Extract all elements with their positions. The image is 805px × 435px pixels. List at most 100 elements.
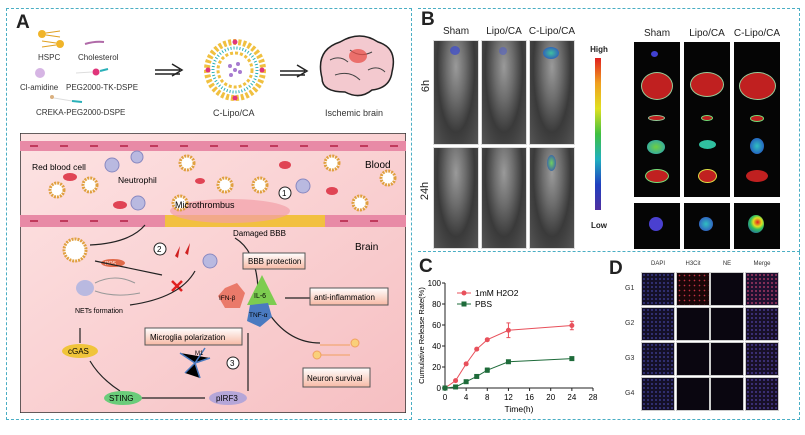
fluorescence-image: [745, 377, 779, 411]
brain-icon: [319, 35, 395, 97]
y-axis-label: Cumulative Release Rate(%): [417, 287, 426, 384]
x-tick-label: 0: [443, 393, 448, 402]
x-tick-label: 20: [546, 393, 555, 402]
column-header: C-Lipo/CA: [528, 26, 576, 37]
ex-vivo-brain: [684, 203, 730, 249]
inhibition-cross-icon: [171, 280, 183, 292]
component-label: Cl-amidine: [20, 83, 59, 92]
x-tick-label: 4: [464, 393, 469, 402]
ex-vivo-organs: [734, 42, 780, 197]
panel-d-label: D: [609, 258, 623, 279]
group-label: G1: [625, 285, 635, 292]
y-tick-label: 0: [437, 384, 442, 393]
cl-amidine-icon: [35, 68, 45, 78]
data-point: [505, 327, 511, 333]
fluorescence-image: [676, 377, 710, 411]
mouse-image: [481, 40, 527, 145]
cgas-node: [62, 344, 98, 358]
data-point: [474, 373, 480, 379]
group-label: G4: [625, 390, 635, 397]
outcome-boxes: [144, 252, 389, 388]
neutrophil-label: Neutrophil: [118, 175, 157, 185]
y-tick-label: 80: [432, 300, 441, 309]
damaged-bbb-label: Damaged BBB: [233, 229, 286, 238]
x-tick-label: 28: [589, 393, 598, 402]
microglia-icon: [179, 347, 211, 379]
svg-text:IFN-β: IFN-β: [219, 295, 236, 302]
colorbar-low-label: Low: [591, 221, 607, 230]
fluorescence-image: [676, 342, 710, 376]
y-tick-label: 60: [432, 321, 441, 330]
colorbar: [595, 58, 601, 210]
svg-text:M1: M1: [195, 351, 204, 357]
fluorescence-image: [676, 272, 710, 306]
data-point: [484, 367, 490, 373]
data-point: [484, 337, 490, 343]
legend-marker: [461, 290, 467, 296]
column-header: Sham: [442, 26, 470, 37]
panel-a-frame: [6, 8, 412, 420]
bbb-protection-label: BBB protection: [248, 257, 301, 266]
component-label: Cholesterol: [78, 53, 119, 62]
panel-c-label: C: [419, 256, 433, 277]
formulation-schematic: [35, 30, 395, 103]
anti-inflammation-label: anti-inflammation: [314, 293, 375, 302]
mechanism-diagram: Microthrombus Red blood cell Neutrophil …: [20, 133, 406, 413]
mouse-image: [529, 40, 575, 145]
data-point: [505, 359, 511, 365]
data-point: [474, 346, 480, 352]
ex-vivo-brain: [634, 203, 680, 249]
data-point: [569, 323, 575, 329]
red-blood-cell-label: Red blood cell: [32, 162, 86, 172]
group-label: G2: [625, 320, 635, 327]
legend-label: PBS: [475, 299, 492, 309]
fluorescence-image: [641, 377, 675, 411]
mouse-image: [433, 40, 479, 145]
row-label: 6h: [420, 79, 433, 93]
neuron-survival-box: [302, 367, 371, 388]
fluorescence-image: [710, 377, 744, 411]
column-header: Lipo/CA: [689, 28, 725, 39]
target-label: Ischemic brain: [325, 108, 384, 118]
y-tick-label: 20: [432, 363, 441, 372]
microthrombus-label: Microthrombus: [175, 200, 235, 210]
nets-neutrophil: [76, 280, 94, 296]
arrow-icon: [280, 64, 309, 78]
x-tick-label: 12: [504, 393, 513, 402]
il6-shape: [247, 275, 277, 305]
fluorescence-image: [641, 272, 675, 306]
fluorescence-image: [676, 307, 710, 341]
panel-b-frame: [418, 8, 800, 252]
component-label: CREKA-PEG2000-DSPE: [36, 108, 126, 117]
column-header: Sham: [643, 28, 671, 39]
data-point: [442, 385, 448, 391]
product-label: C-Lipo/CA: [213, 108, 255, 118]
fluorescence-image: [710, 342, 744, 376]
ex-vivo-organs: [684, 42, 730, 197]
tnfa-shape: [247, 303, 272, 327]
fluorescence-image: [710, 272, 744, 306]
column-header: C-Lipo/CA: [733, 28, 781, 39]
ros-badge: [101, 259, 125, 267]
row-label: 24h: [419, 181, 432, 201]
column-header: Lipo/CA: [486, 26, 522, 37]
panel-cd-frame: [418, 252, 800, 420]
step-3-marker: 3: [226, 356, 240, 370]
ex-vivo-organs: [634, 42, 680, 197]
x-tick-label: 8: [485, 393, 490, 402]
mouse-image: [529, 147, 575, 249]
bbb-protection-box: [242, 252, 306, 270]
immunofluorescence-grid: DAPI H3Cit NE Merge G1 G2 G3 G4: [605, 255, 800, 425]
y-tick-label: 100: [428, 279, 442, 288]
svg-text:TNF-α: TNF-α: [249, 312, 268, 319]
fluorescence-image: [745, 307, 779, 341]
fluorescence-image: [745, 342, 779, 376]
microthrombus: [170, 199, 290, 223]
legend-label: 1mM H2O2: [475, 288, 519, 298]
svg-text:STING: STING: [109, 394, 133, 403]
svg-text:IL-6: IL-6: [254, 293, 266, 300]
data-point: [463, 361, 469, 367]
sting-node: [104, 391, 142, 405]
channel-header: NE: [722, 261, 732, 267]
fluorescence-image: [641, 342, 675, 376]
